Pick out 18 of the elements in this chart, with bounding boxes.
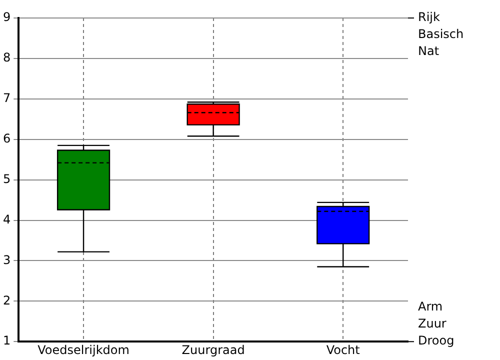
y-tick-label: 7	[2, 91, 11, 106]
y-tick-label: 2	[2, 293, 11, 308]
y-tick-label: 5	[2, 172, 11, 186]
text: Zuur	[418, 316, 446, 331]
text: Droog	[418, 334, 454, 348]
text: Nat	[418, 44, 440, 58]
y-tick-label: 8	[2, 50, 11, 65]
y-tick-label: 6	[2, 131, 11, 146]
y-tick-label: 9	[2, 10, 11, 24]
x-tick-label: Vocht	[326, 342, 360, 357]
text: Basisch	[418, 27, 464, 42]
x-tick-label: Zuurgraad	[182, 342, 245, 357]
y-tick-label: 4	[2, 212, 11, 226]
y-tick-label: 1	[2, 334, 11, 348]
text: Arm	[418, 300, 443, 314]
y-tick-label: 3	[2, 252, 11, 267]
x-tick-label: Voedselrijkdom	[38, 342, 130, 357]
text: Rijk	[418, 10, 440, 24]
